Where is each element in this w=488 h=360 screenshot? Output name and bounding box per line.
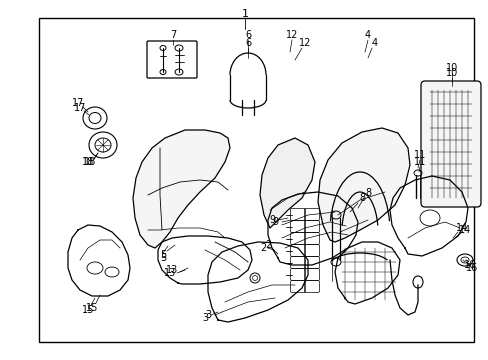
Text: 12: 12: [285, 30, 298, 40]
Bar: [39, 18, 473, 342]
Text: 5: 5: [160, 253, 166, 263]
Text: 4: 4: [364, 30, 370, 40]
Text: 5: 5: [160, 250, 166, 260]
Text: 7: 7: [169, 30, 176, 40]
Text: 18: 18: [81, 157, 94, 167]
Text: 14: 14: [458, 225, 470, 235]
Text: 15: 15: [85, 303, 98, 313]
Polygon shape: [260, 138, 314, 228]
Text: 12: 12: [298, 38, 310, 48]
Text: 10: 10: [445, 68, 457, 78]
Polygon shape: [133, 130, 229, 248]
Text: 6: 6: [244, 30, 250, 40]
Text: 18: 18: [84, 157, 96, 167]
Text: 2: 2: [264, 240, 270, 250]
Text: 17: 17: [72, 98, 84, 108]
Text: 4: 4: [371, 38, 377, 48]
Text: 3: 3: [204, 310, 211, 320]
Text: 8: 8: [364, 188, 370, 198]
Text: 8: 8: [358, 193, 365, 203]
Text: 11: 11: [413, 150, 425, 160]
Text: 9: 9: [268, 215, 274, 225]
Text: 17: 17: [74, 103, 86, 113]
Text: 14: 14: [455, 223, 467, 233]
Text: 3: 3: [202, 313, 207, 323]
Text: 11: 11: [413, 157, 425, 167]
Text: 16: 16: [463, 260, 475, 270]
Text: 9: 9: [271, 217, 278, 227]
Text: 2: 2: [259, 243, 265, 253]
Text: 10: 10: [445, 63, 457, 73]
Text: 16: 16: [465, 263, 477, 273]
Text: 6: 6: [244, 38, 250, 48]
FancyBboxPatch shape: [420, 81, 480, 207]
Text: 13: 13: [163, 268, 176, 278]
Text: 15: 15: [81, 305, 94, 315]
Polygon shape: [317, 128, 409, 242]
Text: 13: 13: [165, 265, 178, 275]
Text: 1: 1: [241, 9, 248, 19]
